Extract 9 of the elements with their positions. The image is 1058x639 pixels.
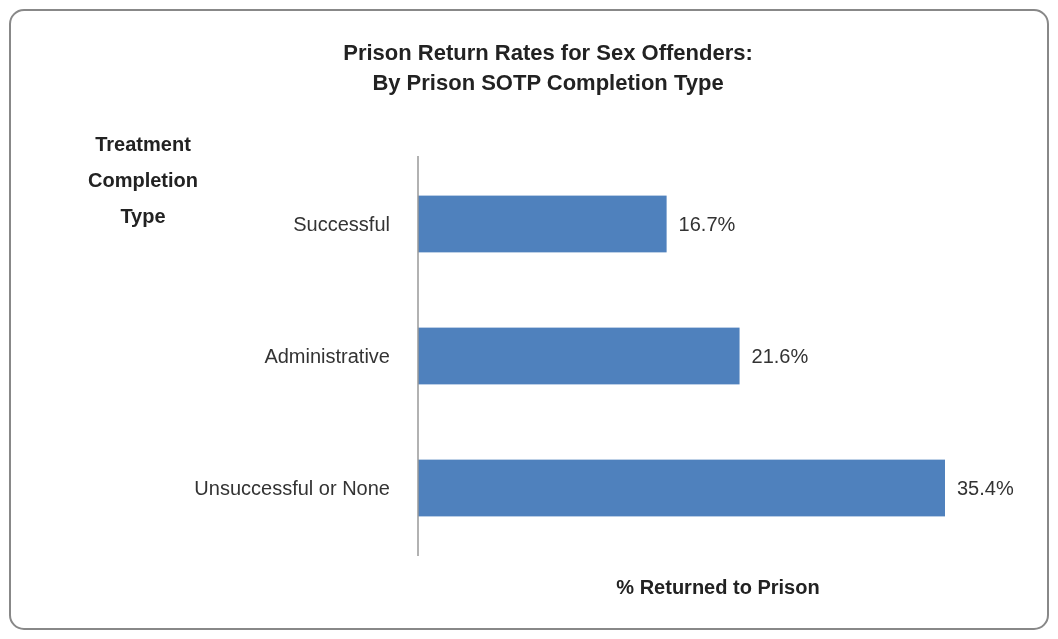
y-axis-title: Treatment Completion Type [88, 133, 198, 227]
data-label: 35.4% [957, 477, 1014, 500]
data-label: 21.6% [751, 345, 809, 367]
y-tick-label: Administrative [264, 345, 390, 367]
chart-title: Prison Return Rates for Sex Offenders: By Prison SOTP Completion Type [343, 40, 753, 95]
y-tick-label: Successful [293, 212, 390, 235]
y-tick-label: Unsuccessful or None [194, 477, 390, 500]
x-axis-title: % Returned to Prison [616, 576, 820, 598]
data-label: 16.7% [678, 212, 736, 235]
